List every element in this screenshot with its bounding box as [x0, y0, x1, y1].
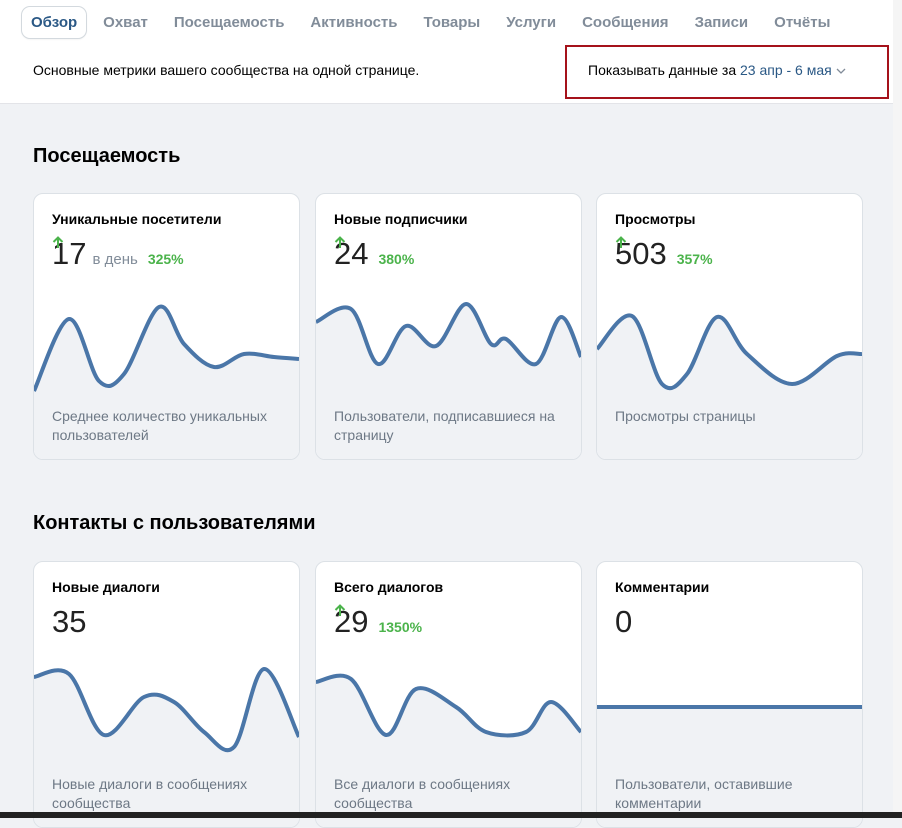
change-value: 357%	[676, 251, 713, 267]
card-title: Новые подписчики	[334, 211, 468, 227]
sparkline-line	[597, 313, 862, 391]
tab[interactable]: Отчёты	[774, 14, 831, 31]
section-title: Посещаемость	[33, 145, 181, 167]
sparkline	[597, 705, 862, 827]
metric-card[interactable]: Новые подписчики 24 380% Пользователи, подп…	[315, 193, 582, 460]
tab[interactable]: Услуги	[506, 14, 557, 31]
up-arrow	[334, 236, 346, 248]
card-description: Просмотры страницы	[615, 408, 756, 424]
change-value: 325%	[147, 251, 184, 267]
date-filter[interactable]: Показывать данные за 23 апр - 6 мая	[588, 62, 846, 78]
sparkline-area	[316, 675, 581, 827]
card-value-row: 29 1350%	[334, 604, 422, 640]
card-description: Пользователи, оставившие комментарии	[615, 776, 793, 811]
card-value-row: 17 в день 325%	[52, 236, 184, 272]
metric-card[interactable]: Просмотры 503 357% Просмотры страницы	[596, 193, 863, 460]
sparkline	[34, 667, 299, 827]
sparkline	[597, 313, 862, 459]
card-title: Новые диалоги	[52, 579, 160, 595]
up-arrow	[615, 236, 627, 248]
card-value-row: 0	[615, 604, 632, 640]
filter-label: Показывать данные за	[588, 62, 737, 78]
sparkline-line	[34, 304, 299, 392]
sparkline-line	[34, 667, 299, 753]
sparkline	[34, 304, 299, 459]
card-change: 357%	[615, 236, 713, 267]
card-description: Все диалоги в сообщениях сообщества	[334, 776, 511, 811]
change-value: 1350%	[378, 619, 423, 635]
card-unit: в день	[92, 251, 138, 268]
up-arrow	[334, 604, 346, 616]
card-value-row: 35	[52, 604, 86, 640]
tab[interactable]: Обзор	[22, 7, 87, 38]
tab[interactable]: Товары	[423, 14, 481, 31]
card-title: Комментарии	[615, 579, 710, 595]
description: Основные метрики вашего сообщества на од…	[33, 62, 420, 78]
sparkline	[316, 302, 581, 459]
section-title: Контакты с пользователями	[33, 512, 316, 534]
chevron	[836, 68, 846, 74]
metric-card[interactable]: Комментарии 0 Пользователи, оставившие ком…	[596, 561, 863, 828]
card-title: Просмотры	[615, 211, 696, 227]
card-description: Новые диалоги в сообщениях сообщества	[52, 776, 248, 811]
sparkline-area	[34, 306, 299, 459]
tab[interactable]: Сообщения	[582, 14, 669, 31]
taskbar-edge	[0, 812, 902, 818]
card-value: 35	[52, 604, 87, 639]
sparkline-area	[597, 315, 862, 459]
filter-range[interactable]: 23 апр - 6 мая	[740, 62, 832, 78]
tab[interactable]: Активность	[310, 14, 398, 31]
metric-card[interactable]: Новые диалоги 35 Новые диалоги в сообщения…	[33, 561, 300, 828]
sparkline-line	[316, 302, 581, 367]
metric-card[interactable]: Уникальные посетители 17 в день 325% Среднее…	[33, 193, 300, 460]
tab[interactable]: Записи	[694, 14, 749, 31]
card-change: 325%	[52, 236, 184, 267]
card-title: Уникальные посетители	[52, 211, 222, 227]
card-change: 380%	[334, 236, 415, 267]
tabs: Обзор Охват Посещаемость Активность Товары Ус…	[22, 7, 847, 38]
sparkline-area	[597, 707, 862, 827]
card-description: Среднее количество уникальных пользовате…	[52, 408, 267, 443]
card-value-row: 503 357%	[615, 236, 713, 272]
tab[interactable]: Охват	[103, 14, 148, 31]
card-value: 503	[615, 236, 667, 271]
change-value: 380%	[378, 251, 415, 267]
card-description: Пользователи, подписавшиеся на страницу	[334, 408, 555, 443]
sparkline-area	[34, 668, 299, 827]
scrollbar	[893, 0, 902, 818]
highlight-box	[565, 45, 889, 99]
card-change: 1350%	[334, 604, 423, 635]
sparkline-line	[316, 673, 581, 738]
header: Обзор Охват Посещаемость Активность Товары Ус…	[0, 0, 893, 104]
tab[interactable]: Посещаемость	[173, 14, 285, 31]
card-value: 0	[615, 604, 633, 639]
up-arrow	[52, 236, 64, 248]
metric-card[interactable]: Всего диалогов 29 1350% Все диалоги в сообщ…	[315, 561, 582, 828]
sparkline	[316, 673, 581, 827]
card-value-row: 24 380%	[334, 236, 414, 272]
card-title: Всего диалогов	[334, 579, 444, 595]
sparkline-area	[316, 303, 581, 459]
